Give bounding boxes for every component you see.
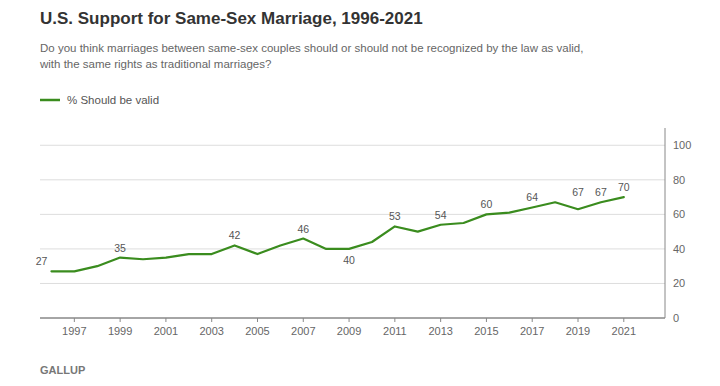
x-axis-line	[40, 318, 665, 319]
x-tick-label: 1999	[108, 325, 132, 337]
legend-label: % Should be valid	[67, 94, 159, 106]
annotation: 67	[595, 186, 607, 198]
x-tick-label: 2015	[474, 325, 498, 337]
annotation: 40	[343, 254, 355, 266]
title: U.S. Support for Same-Sex Marriage, 1996…	[40, 9, 423, 28]
x-tick-label: 2009	[337, 325, 361, 337]
plot-area	[51, 197, 623, 271]
x-tick	[623, 318, 624, 322]
x-tick	[578, 318, 579, 322]
annotation: 64	[526, 191, 538, 203]
x-tick-label: 2011	[383, 325, 407, 337]
grid-line	[40, 283, 665, 284]
y-tick-label: 80	[673, 174, 685, 186]
grid-line	[40, 179, 665, 180]
x-tick-label: 2017	[520, 325, 544, 337]
y-tick-label: 100	[673, 139, 691, 151]
annotation: 54	[435, 209, 447, 221]
y-tick-label: 40	[673, 243, 685, 255]
chart: U.S. Support for Same-Sex Marriage, 1996…	[0, 0, 720, 386]
x-tick	[257, 318, 258, 322]
annotation: 35	[114, 242, 126, 254]
grid-line	[40, 145, 665, 146]
x-tick-label: 2005	[245, 325, 269, 337]
x-tick	[394, 318, 395, 322]
y-axis-line	[665, 128, 666, 318]
subtitle: Do you think marriages between same-sex …	[40, 42, 583, 54]
annotation: 53	[389, 210, 401, 222]
y-tick-label: 60	[673, 208, 685, 220]
x-tick	[74, 318, 75, 322]
grid-line	[40, 318, 665, 319]
x-tick-label: 1997	[62, 325, 86, 337]
y-tick-label: 0	[673, 312, 679, 324]
x-tick-label: 2007	[291, 325, 315, 337]
legend: % Should be valid	[40, 94, 159, 106]
x-tick	[532, 318, 533, 322]
subtitle: with the same rights as traditional marr…	[39, 58, 271, 70]
x-tick	[349, 318, 350, 322]
grid	[40, 145, 665, 318]
line	[51, 197, 623, 271]
source: GALLUP	[40, 364, 85, 376]
legend-swatch	[40, 99, 60, 102]
annotation: 70	[618, 181, 630, 193]
annotation: 46	[297, 223, 309, 235]
x-tick-label: 2001	[154, 325, 178, 337]
x-tick	[120, 318, 121, 322]
grid-line	[40, 214, 665, 215]
x-tick-label: 2003	[199, 325, 223, 337]
annotation: 27	[36, 255, 48, 267]
x-tick	[211, 318, 212, 322]
annotation: 60	[481, 198, 493, 210]
annotation: 42	[229, 229, 241, 241]
x-tick-label: 2013	[428, 325, 452, 337]
x-tick-label: 2021	[612, 325, 636, 337]
y-tick-label: 20	[673, 277, 685, 289]
x-tick	[486, 318, 487, 322]
x-tick	[303, 318, 304, 322]
x-tick	[165, 318, 166, 322]
annotation: 67	[572, 186, 584, 198]
x-tick	[440, 318, 441, 322]
x-tick-label: 2019	[566, 325, 590, 337]
